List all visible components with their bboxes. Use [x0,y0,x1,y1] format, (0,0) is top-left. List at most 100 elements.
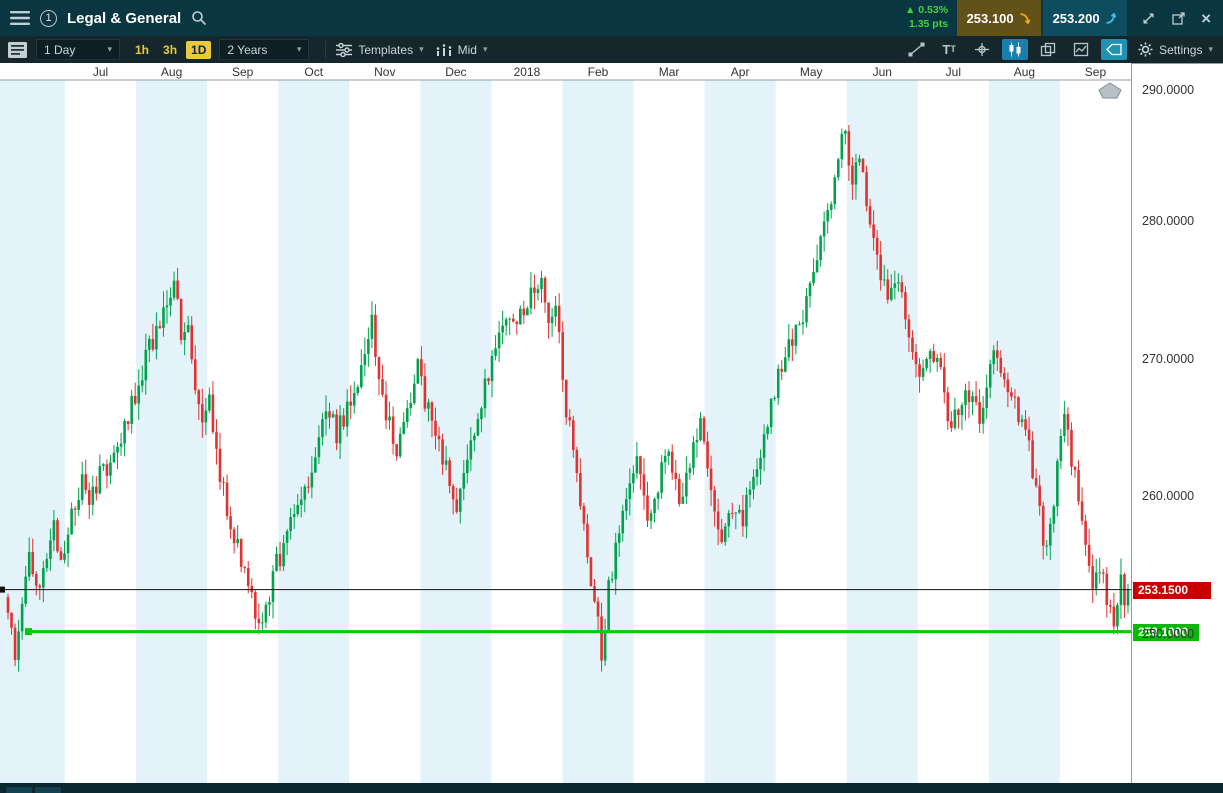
candle [593,586,596,602]
interval-chip-1h[interactable]: 1h [135,42,150,57]
candle [508,318,512,320]
candle [893,283,897,288]
candle [988,364,992,388]
templates-dropdown[interactable]: Templates ▾ [336,42,424,57]
templates-label: Templates [358,42,414,57]
candle [854,162,858,185]
candle [455,499,459,512]
settings-dropdown[interactable]: Settings ▾ [1138,42,1213,57]
trendline-tool-button[interactable] [903,39,929,60]
bottom-tab[interactable] [6,787,32,793]
bottom-tab[interactable] [35,787,61,793]
expand-window-button[interactable] [1141,11,1156,26]
crosshair-tool-button[interactable] [969,39,995,60]
candle [345,401,349,427]
candle [787,339,791,358]
month-band [846,80,918,783]
candle [981,407,985,424]
search-icon[interactable] [191,10,207,26]
candle [409,403,413,409]
candle [872,224,875,238]
candle [328,411,331,418]
candle [95,486,98,494]
candle [140,380,144,386]
candle [752,476,755,490]
candle [292,514,296,517]
candle [960,405,964,415]
topbar: 1 Legal & General ▲ 0.53% 1.35 pts 253.1… [0,0,1223,36]
candle [73,508,77,510]
candle [660,462,663,493]
interval-dropdown[interactable]: 1 Day ▾ [36,39,120,60]
candle [469,440,473,460]
price-type-dropdown[interactable]: Mid ▾ [436,43,487,57]
range-value: 2 Years [227,42,268,57]
price-chart[interactable]: Jul Aug Sep Oct Nov Dec 2018 Feb Mar Apr May Jun Jul… [0,63,1131,783]
candle [1077,469,1080,502]
candle [367,338,370,355]
buy-button[interactable]: 253.200 [1043,0,1128,36]
candle [776,368,780,398]
sliders-icon [336,42,353,57]
price-label-tool-button[interactable] [1101,39,1128,60]
scroll-to-latest-icon[interactable] [1098,82,1122,99]
candle [1066,414,1070,430]
interval-chip-3h[interactable]: 3h [163,42,178,57]
candle [723,526,727,543]
candle [992,350,996,365]
candle [766,427,769,435]
menu-button[interactable] [10,10,30,26]
candle [116,446,119,453]
candle [437,435,441,440]
candle [624,499,628,511]
interval-chip-1d[interactable]: 1D [186,40,212,59]
candle [24,576,27,604]
support-line-handle[interactable] [25,628,32,636]
candle [349,401,353,406]
duplicate-chart-button[interactable] [1068,39,1094,60]
candle [211,394,215,432]
candle [999,357,1003,374]
candle [851,165,854,185]
candle [928,351,932,360]
candle [356,387,360,394]
candle [183,331,186,341]
candle [239,539,243,567]
close-button[interactable]: × [1201,8,1211,28]
y-axis-label: 290.0000 [1142,83,1195,97]
range-dropdown[interactable]: 2 Years ▾ [219,39,310,60]
candle [914,352,918,365]
bottom-bar [0,783,1223,793]
candle [709,468,713,491]
candle [52,520,56,541]
current-price-line-handle[interactable] [0,586,5,593]
candle [254,592,257,619]
candle [476,419,480,436]
chart-toolbar: 1 Day ▾ 1h 3h 1D 2 Years ▾ Templates ▾ [0,36,1223,63]
gear-icon [1138,42,1153,57]
candle [225,482,229,517]
candle [847,130,851,166]
candle [706,441,709,469]
candle [967,390,971,403]
candle [243,566,247,569]
candle [176,280,179,299]
chart-list-button[interactable] [8,41,27,58]
popout-window-button[interactable] [1171,11,1186,26]
compare-overlay-button[interactable] [1035,39,1061,60]
candle [413,383,416,404]
price-axis[interactable]: 253.1500 250.1000 290.0000 280.0000 270.00… [1131,63,1223,783]
candlestick-style-button[interactable] [1002,39,1029,60]
candle [656,492,660,499]
candle [868,206,872,225]
candle [540,277,543,290]
quick-intervals: 1h 3h 1D [130,40,212,59]
candle [342,415,345,427]
candle [1098,572,1102,574]
candle [155,326,158,350]
candle [561,332,565,380]
candle [621,510,625,534]
sell-button[interactable]: 253.100 [957,0,1042,36]
candle [617,533,621,543]
